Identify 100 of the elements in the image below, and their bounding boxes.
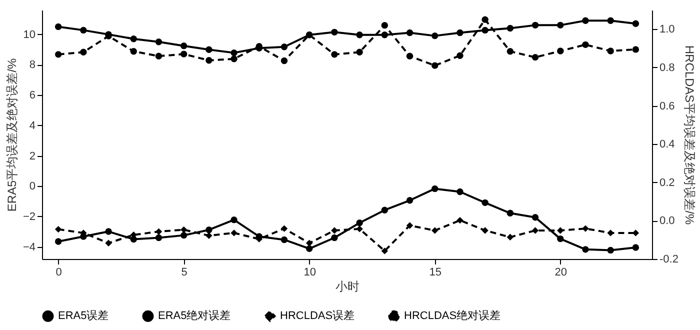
x-tick-label: 5 bbox=[181, 266, 188, 278]
x-tick-label: 10 bbox=[304, 266, 316, 278]
point bbox=[381, 206, 388, 214]
point bbox=[532, 54, 539, 61]
y2-tick-label: 0.2 bbox=[660, 176, 675, 189]
point bbox=[331, 28, 338, 36]
x-tick-label: 0 bbox=[56, 266, 62, 278]
point bbox=[456, 29, 464, 36]
point bbox=[155, 52, 162, 60]
y-tick-label: 0 bbox=[29, 180, 36, 193]
point bbox=[230, 230, 238, 236]
y-tick-label: 10 bbox=[23, 28, 36, 41]
point bbox=[206, 46, 212, 53]
point bbox=[130, 36, 137, 42]
x-tick-label: 15 bbox=[429, 266, 442, 278]
point bbox=[557, 48, 564, 54]
point bbox=[582, 225, 589, 232]
y2-tick-label: 1.0 bbox=[660, 24, 675, 36]
point bbox=[280, 225, 288, 232]
point bbox=[456, 188, 464, 196]
point bbox=[230, 216, 238, 224]
point bbox=[155, 228, 162, 235]
point bbox=[306, 245, 313, 252]
y-tick-label: 4 bbox=[29, 120, 36, 132]
point bbox=[482, 227, 488, 234]
point bbox=[180, 50, 188, 58]
point bbox=[206, 226, 212, 234]
point bbox=[607, 17, 614, 24]
y-axis-title: ERA5平均误差及绝对误差/% bbox=[4, 58, 19, 212]
point bbox=[432, 185, 438, 192]
y2-axis-title: HRCLDAS平均误差及绝对误差/% bbox=[682, 45, 696, 225]
y-tick-label: −4 bbox=[22, 241, 36, 254]
point bbox=[432, 62, 438, 69]
point bbox=[532, 22, 539, 29]
point bbox=[557, 227, 564, 234]
point bbox=[506, 210, 514, 216]
point bbox=[506, 48, 514, 55]
point bbox=[432, 227, 438, 234]
point bbox=[180, 232, 188, 239]
point bbox=[582, 41, 589, 48]
point bbox=[482, 26, 488, 34]
point bbox=[607, 230, 614, 236]
point bbox=[54, 51, 62, 58]
point bbox=[406, 222, 414, 229]
point bbox=[356, 220, 363, 226]
point bbox=[607, 246, 614, 254]
y-tick-label: −2 bbox=[22, 210, 36, 223]
point bbox=[306, 240, 313, 246]
point bbox=[105, 228, 112, 235]
point bbox=[306, 32, 313, 38]
y2-tick-label: 0.0 bbox=[660, 215, 675, 228]
point bbox=[582, 246, 589, 253]
point bbox=[206, 232, 212, 239]
point bbox=[155, 234, 162, 242]
point bbox=[456, 216, 464, 224]
point bbox=[532, 214, 539, 221]
y2-tick-label: 0.8 bbox=[660, 62, 675, 74]
point bbox=[557, 235, 564, 242]
point bbox=[230, 55, 238, 62]
point bbox=[482, 199, 488, 206]
point bbox=[80, 48, 87, 56]
y2-tick-label: -0.2 bbox=[660, 254, 678, 266]
y-tick-label: 6 bbox=[29, 90, 36, 102]
point bbox=[331, 234, 338, 242]
y-tick-label: 8 bbox=[29, 59, 36, 72]
point bbox=[230, 49, 238, 56]
point bbox=[456, 52, 464, 59]
point bbox=[632, 230, 640, 236]
legend-label: ERA5绝对误差 bbox=[158, 309, 231, 322]
point bbox=[582, 17, 589, 24]
point bbox=[206, 57, 212, 64]
point bbox=[406, 197, 414, 204]
point bbox=[280, 44, 288, 50]
point bbox=[105, 240, 112, 246]
point bbox=[280, 236, 288, 244]
point bbox=[632, 20, 640, 28]
point bbox=[130, 48, 137, 55]
point bbox=[180, 42, 188, 50]
point bbox=[381, 22, 388, 29]
point bbox=[506, 234, 514, 241]
point bbox=[356, 48, 363, 56]
point bbox=[607, 48, 614, 54]
point bbox=[381, 32, 388, 38]
legend-label: ERA5误差 bbox=[58, 310, 109, 322]
point bbox=[80, 26, 87, 34]
point bbox=[632, 46, 640, 53]
point bbox=[356, 32, 363, 38]
point bbox=[506, 24, 514, 32]
point bbox=[331, 51, 338, 58]
point bbox=[632, 244, 640, 251]
point bbox=[331, 227, 338, 234]
point bbox=[406, 29, 414, 36]
y2-tick-label: 0.6 bbox=[660, 100, 675, 112]
y-tick-label: 2 bbox=[29, 150, 36, 162]
y2-tick-label: 0.4 bbox=[660, 138, 675, 151]
point bbox=[356, 226, 363, 232]
point bbox=[180, 226, 188, 234]
legend-label: HRCLDAS绝对误差 bbox=[404, 309, 501, 322]
point bbox=[406, 52, 414, 60]
point bbox=[280, 57, 288, 64]
